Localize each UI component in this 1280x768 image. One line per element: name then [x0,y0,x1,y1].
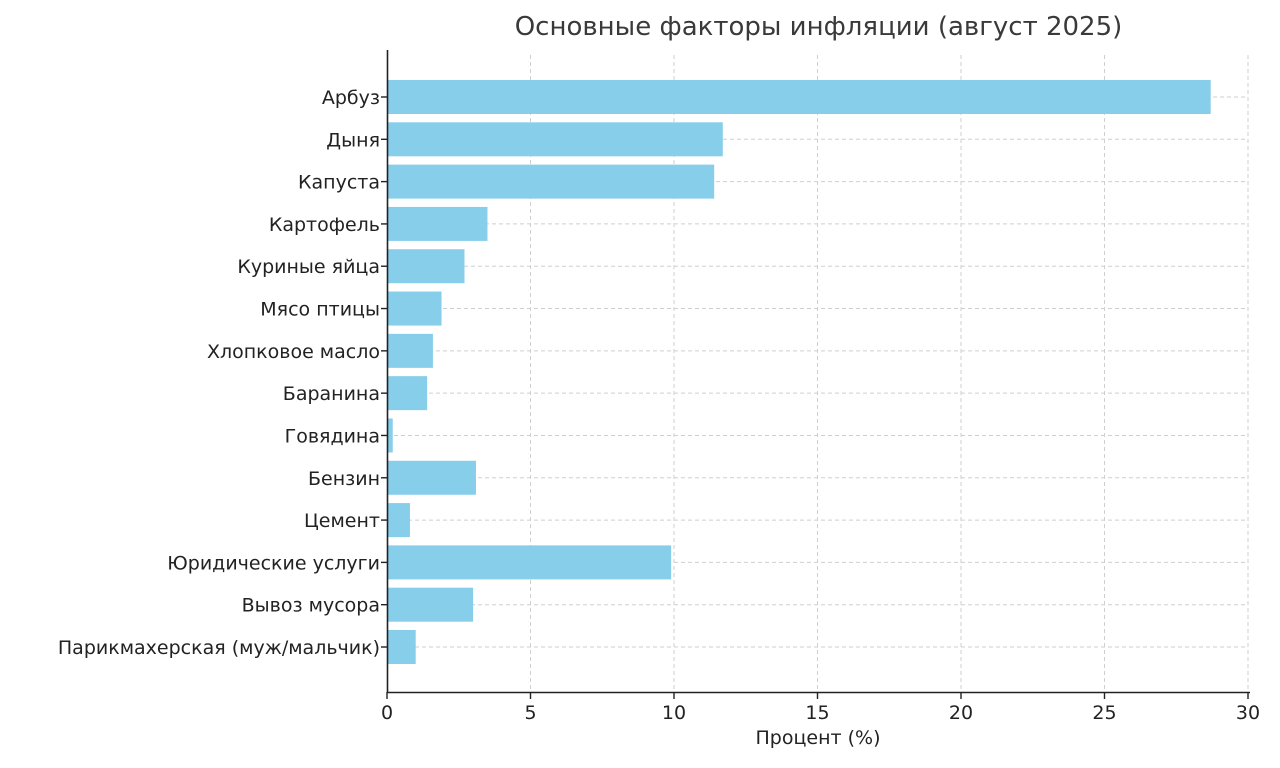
category-label: Дыня [326,129,380,151]
category-label: Мясо птицы [260,299,380,321]
bar [387,460,476,495]
bar [387,122,723,157]
x-tick-label: 10 [662,702,686,724]
x-tick-label: 30 [1236,702,1260,724]
bar [387,80,1211,114]
bar [387,164,715,199]
category-label: Говядина [285,425,380,447]
x-axis-title: Процент (%) [755,727,880,749]
bar [387,376,428,411]
x-ticks: 0 5 10 15 20 25 30 [381,692,1260,724]
bar [387,630,416,664]
chart-title: Основные факторы инфляции (август 2025) [514,12,1123,42]
grid [387,55,1249,692]
category-label: Юридические услуги [167,552,380,574]
bar [387,545,672,580]
category-label: Хлопковое масло [207,341,380,363]
category-label: Куриные яйца [237,256,380,278]
category-label: Цемент [304,510,380,532]
category-label: Арбуз [322,87,380,109]
bar [387,418,393,453]
bars [387,80,1211,664]
bar [387,291,442,326]
category-label: Вывоз мусора [242,595,380,617]
x-tick-label: 5 [524,702,536,724]
category-label: Бензин [308,468,380,490]
x-tick-label: 25 [1092,702,1116,724]
category-label: Капуста [298,172,380,194]
x-tick-label: 15 [805,702,829,724]
category-labels: Арбуз Дыня Капуста Картофель Куриные яйца Мяс… [58,87,387,659]
category-label: Баранина [283,383,380,405]
bar [387,206,488,241]
category-label: Парикмахерская (муж/мальчик) [58,637,380,659]
bar [387,587,474,622]
bar [387,249,465,284]
x-tick-label: 20 [949,702,973,724]
bar [387,333,433,368]
category-label: Картофель [269,214,380,236]
bar [387,503,410,538]
x-tick-label: 0 [381,702,393,724]
